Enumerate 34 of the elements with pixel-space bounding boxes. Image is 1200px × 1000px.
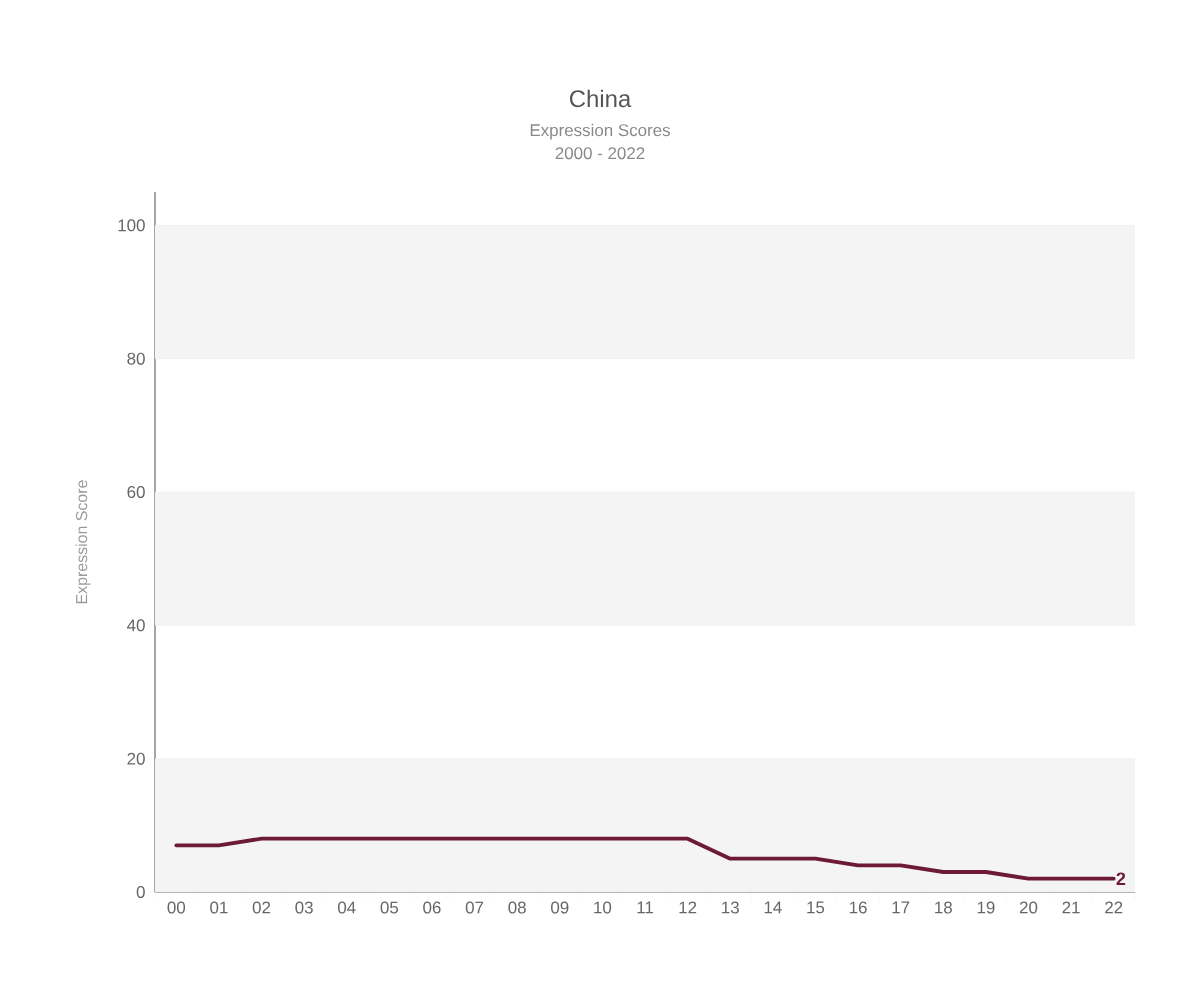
x-tick-label: 11 — [637, 901, 653, 914]
x-tick-label: 00 — [167, 901, 186, 914]
y-axis-title: Expression Score — [75, 480, 91, 604]
x-tick-label: 15 — [807, 901, 825, 914]
x-tick-label: 21 — [1062, 901, 1080, 914]
data-label: 2 — [1116, 872, 1126, 885]
text: 2000 - 2022 — [555, 147, 645, 160]
x-tick-label: 05 — [380, 901, 399, 914]
x-tick-label: 03 — [295, 901, 313, 914]
x-tick-label: 14 — [764, 901, 782, 914]
chart-title: China — [569, 89, 632, 108]
x-tick-label: 01 — [210, 901, 228, 914]
y-tick-label: 100 — [118, 219, 145, 232]
y-tick-label: 40 — [127, 619, 145, 632]
x-tick-label: 06 — [423, 901, 441, 914]
x-tick-label: 18 — [935, 901, 952, 914]
x-tick-label: 13 — [722, 901, 739, 914]
x-tick-label: 09 — [551, 901, 569, 914]
x-tick-label: 07 — [465, 901, 484, 914]
x-tick-label: 04 — [337, 901, 356, 914]
x-tick-label: 16 — [849, 901, 867, 914]
x-tick-label: 19 — [977, 901, 995, 914]
y-tick-label: 80 — [127, 352, 145, 365]
x-tick-label: 22 — [1105, 901, 1123, 914]
x-tick-label: 08 — [508, 901, 526, 914]
chart-subtitle: Expression Scores — [530, 123, 670, 140]
x-tick-label: 12 — [679, 901, 697, 914]
y-tick-label: 20 — [127, 752, 145, 765]
x-tick-label: 17 — [892, 901, 910, 914]
x-tick-label: 10 — [594, 901, 612, 914]
x-tick-label: 20 — [1019, 901, 1038, 914]
y-tick-label: 60 — [127, 486, 145, 498]
y-tick-label: 0 — [136, 886, 145, 898]
x-tick-label: 02 — [252, 901, 271, 914]
